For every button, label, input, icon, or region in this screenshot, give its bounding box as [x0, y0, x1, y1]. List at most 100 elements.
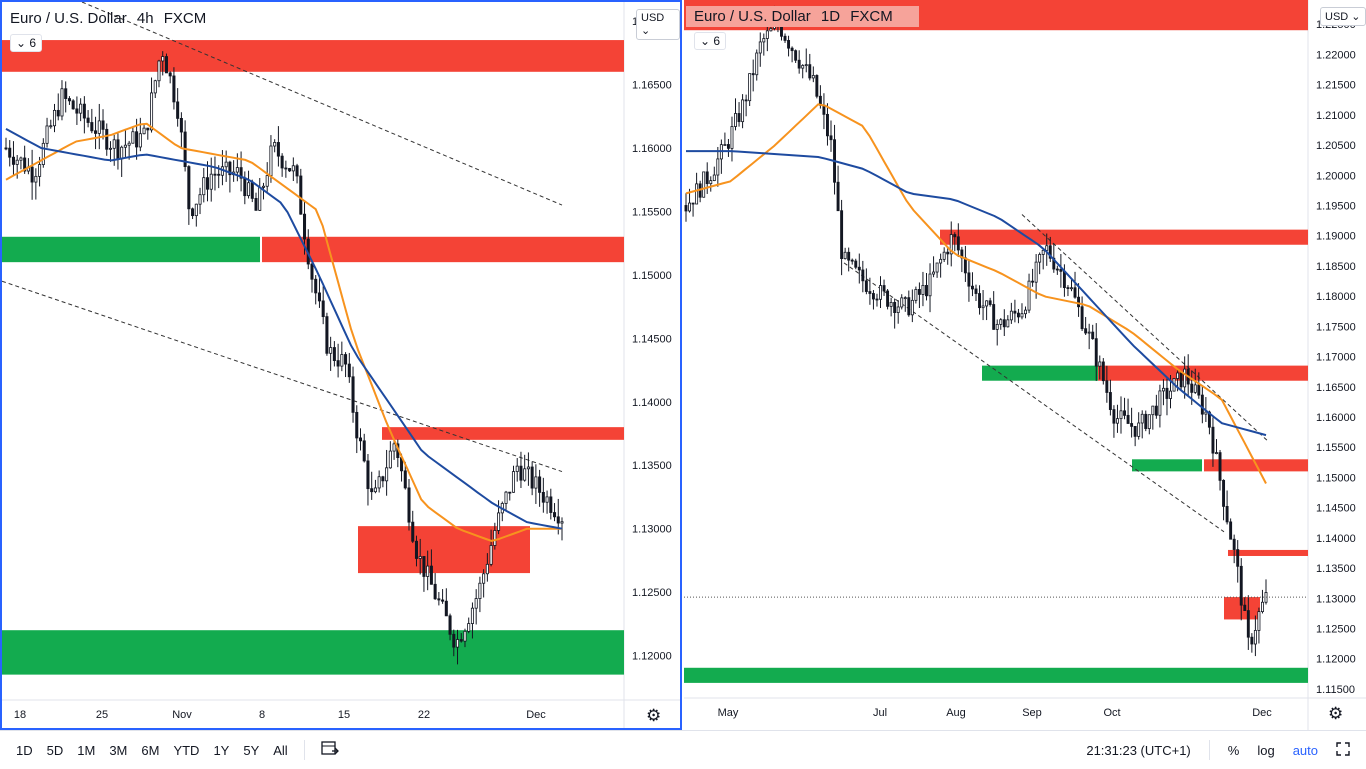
price-tick-label: 1.14500 [1316, 503, 1356, 515]
chart-legend-1d[interactable]: Euro / U.S. Dollar 1D FXCM [686, 6, 919, 27]
candle [105, 128, 109, 150]
time-tick-label: 25 [96, 709, 108, 721]
chart-pane-4h[interactable]: 1.170001.165001.160001.155001.150001.145… [0, 0, 682, 730]
range-all-button[interactable]: All [273, 742, 288, 758]
chart-4h[interactable]: 1.170001.165001.160001.155001.150001.145… [2, 2, 680, 728]
candle [1091, 331, 1095, 340]
price-tick-label: 1.16500 [1316, 382, 1356, 394]
candle [52, 109, 57, 127]
candle [1190, 383, 1194, 393]
candle [765, 30, 769, 39]
fullscreen-icon[interactable] [1336, 741, 1350, 759]
candle [493, 530, 497, 546]
candle [1147, 414, 1151, 429]
candle [258, 187, 262, 211]
candle [783, 35, 787, 41]
percent-scale-toggle[interactable]: % [1227, 742, 1240, 758]
time-tick-label: Aug [946, 707, 966, 719]
candle [261, 185, 265, 188]
candle [49, 125, 53, 128]
chart-legend-4h[interactable]: Euro / U.S. Dollar 4h FXCM [10, 10, 206, 27]
candle [474, 598, 478, 609]
support-zone [2, 630, 624, 675]
candle [1006, 319, 1010, 328]
candle [187, 166, 191, 210]
candle [1013, 310, 1017, 314]
candle [329, 347, 333, 354]
candle [358, 437, 363, 442]
time-tick-label: Sep [1022, 707, 1042, 719]
candle [23, 157, 27, 172]
candle [299, 175, 303, 215]
candle [138, 133, 142, 148]
candle [265, 175, 269, 187]
candle [974, 288, 978, 294]
candle [985, 300, 989, 307]
candle [953, 234, 957, 238]
candle [366, 460, 370, 490]
range-3m-button[interactable]: 3M [109, 742, 128, 758]
date-range-icon[interactable] [321, 740, 339, 760]
gear-icon[interactable]: ⚙ [1328, 704, 1344, 723]
candle [1123, 410, 1126, 416]
candle [418, 556, 422, 559]
candle [332, 347, 336, 362]
candle [734, 113, 737, 127]
resistance-zone [2, 40, 624, 72]
candle [769, 28, 773, 32]
range-1d-button[interactable]: 1D [16, 742, 33, 758]
candle [822, 104, 826, 115]
candle [41, 142, 45, 165]
candle [426, 565, 430, 577]
candle [925, 284, 928, 297]
candle [1070, 287, 1073, 290]
range-6m-button[interactable]: 6M [141, 742, 160, 758]
candle [407, 487, 411, 523]
range-ytd-button[interactable]: YTD [173, 742, 200, 758]
range-1y-button[interactable]: 1Y [213, 742, 230, 758]
range-1m-button[interactable]: 1M [77, 742, 96, 758]
candle [705, 171, 709, 185]
price-tick-label: 1.12000 [1316, 654, 1356, 666]
candle [1183, 368, 1187, 388]
candle [497, 512, 501, 531]
symbol-name: Euro / U.S. Dollar [694, 8, 811, 25]
log-scale-toggle[interactable]: log [1257, 742, 1275, 758]
candle [1215, 452, 1218, 455]
chart-1d[interactable]: 1.225001.220001.215001.210001.205001.200… [684, 0, 1366, 730]
candle [441, 599, 445, 602]
candle [1112, 409, 1116, 424]
candle [811, 75, 815, 79]
candle [850, 259, 854, 262]
exchange-label: FXCM [850, 8, 893, 25]
candle [726, 144, 730, 149]
exchange-label: FXCM [163, 10, 207, 27]
clock-readout[interactable]: 21:31:23 (UTC+1) [1086, 742, 1191, 758]
candle [1257, 611, 1261, 631]
candle [15, 159, 19, 165]
candle [939, 258, 943, 264]
candle [1016, 312, 1020, 318]
candle [1165, 387, 1169, 399]
auto-scale-toggle[interactable]: auto [1292, 742, 1318, 758]
candle [695, 183, 699, 205]
time-tick-label: Oct [1103, 707, 1120, 719]
chart-pane-1d[interactable]: 1.225001.220001.215001.210001.205001.200… [684, 0, 1366, 730]
currency-select[interactable]: USD ⌄ [1320, 7, 1366, 26]
range-5y-button[interactable]: 5Y [243, 742, 260, 758]
indicators-toggle-button[interactable]: ⌄ 6 [10, 34, 43, 52]
candle [1084, 328, 1088, 334]
indicators-toggle-button[interactable]: ⌄ 6 [694, 32, 727, 50]
candle [142, 127, 146, 135]
candle [194, 203, 198, 217]
support-zone [684, 667, 1308, 683]
candle [463, 630, 467, 642]
currency-select[interactable]: USD ⌄ [636, 9, 680, 40]
candle [748, 73, 752, 102]
candle [511, 471, 516, 493]
range-5d-button[interactable]: 5D [46, 742, 64, 758]
candle [1027, 280, 1031, 311]
candle [205, 177, 210, 190]
gear-icon[interactable]: ⚙ [646, 706, 662, 725]
candle [861, 269, 865, 282]
